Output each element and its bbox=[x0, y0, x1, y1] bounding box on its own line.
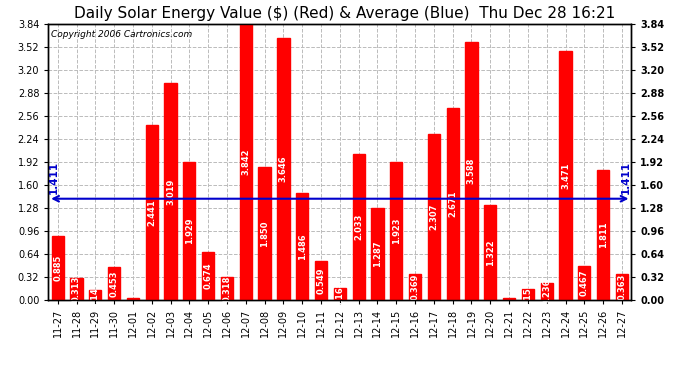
Text: 1.287: 1.287 bbox=[373, 240, 382, 267]
Text: 1.929: 1.929 bbox=[185, 217, 194, 244]
Text: 1.923: 1.923 bbox=[392, 218, 401, 244]
Bar bbox=[315, 261, 327, 300]
Text: 0.141: 0.141 bbox=[91, 282, 100, 308]
Text: 3.646: 3.646 bbox=[279, 156, 288, 183]
Bar bbox=[540, 283, 553, 300]
Text: 0.549: 0.549 bbox=[317, 267, 326, 294]
Text: 3.471: 3.471 bbox=[561, 162, 570, 189]
Bar bbox=[239, 24, 252, 300]
Bar bbox=[259, 167, 270, 300]
Text: 3.588: 3.588 bbox=[467, 158, 476, 184]
Text: 2.671: 2.671 bbox=[448, 191, 457, 217]
Bar bbox=[202, 252, 215, 300]
Bar bbox=[560, 51, 571, 300]
Bar bbox=[70, 278, 83, 300]
Bar bbox=[89, 290, 101, 300]
Bar bbox=[465, 42, 477, 300]
Text: 1.850: 1.850 bbox=[260, 220, 269, 247]
Text: 0.467: 0.467 bbox=[580, 270, 589, 297]
Bar bbox=[390, 162, 402, 300]
Text: Daily Solar Energy Value ($) (Red) & Average (Blue)  Thu Dec 28 16:21: Daily Solar Energy Value ($) (Red) & Ave… bbox=[75, 6, 615, 21]
Bar bbox=[353, 154, 365, 300]
Bar bbox=[146, 125, 158, 300]
Bar bbox=[484, 205, 496, 300]
Bar bbox=[597, 170, 609, 300]
Bar bbox=[296, 194, 308, 300]
Text: 0.313: 0.313 bbox=[72, 276, 81, 302]
Text: 0.369: 0.369 bbox=[411, 274, 420, 300]
Bar bbox=[428, 134, 440, 300]
Bar bbox=[108, 267, 120, 300]
Text: 0.885: 0.885 bbox=[53, 255, 62, 281]
Text: 0.236: 0.236 bbox=[542, 278, 551, 305]
Bar bbox=[164, 83, 177, 300]
Bar bbox=[334, 288, 346, 300]
Bar bbox=[221, 277, 233, 300]
Text: 0.155: 0.155 bbox=[524, 281, 533, 308]
Bar bbox=[127, 298, 139, 300]
Text: 1.486: 1.486 bbox=[297, 233, 307, 260]
Text: 0.363: 0.363 bbox=[618, 274, 627, 300]
Text: 0.318: 0.318 bbox=[222, 275, 231, 302]
Text: 0.168: 0.168 bbox=[335, 281, 344, 307]
Bar bbox=[371, 208, 384, 300]
Bar bbox=[409, 273, 421, 300]
Text: 0.453: 0.453 bbox=[110, 270, 119, 297]
Text: 1.411: 1.411 bbox=[620, 160, 631, 194]
Text: 1.411: 1.411 bbox=[49, 160, 59, 194]
Text: 2.441: 2.441 bbox=[147, 199, 156, 226]
Text: 3.842: 3.842 bbox=[241, 149, 250, 176]
Bar bbox=[522, 289, 534, 300]
Bar bbox=[616, 274, 628, 300]
Text: 2.307: 2.307 bbox=[429, 204, 438, 230]
Text: 1.811: 1.811 bbox=[599, 222, 608, 248]
Text: 3.019: 3.019 bbox=[166, 178, 175, 205]
Bar bbox=[446, 108, 459, 300]
Text: 1.322: 1.322 bbox=[486, 239, 495, 266]
Text: Copyright 2006 Cartronics.com: Copyright 2006 Cartronics.com bbox=[51, 30, 193, 39]
Bar bbox=[277, 38, 290, 300]
Text: 2.033: 2.033 bbox=[354, 214, 363, 240]
Text: 0.674: 0.674 bbox=[204, 262, 213, 289]
Bar bbox=[503, 298, 515, 300]
Bar bbox=[578, 267, 591, 300]
Bar bbox=[184, 162, 195, 300]
Bar bbox=[52, 237, 63, 300]
